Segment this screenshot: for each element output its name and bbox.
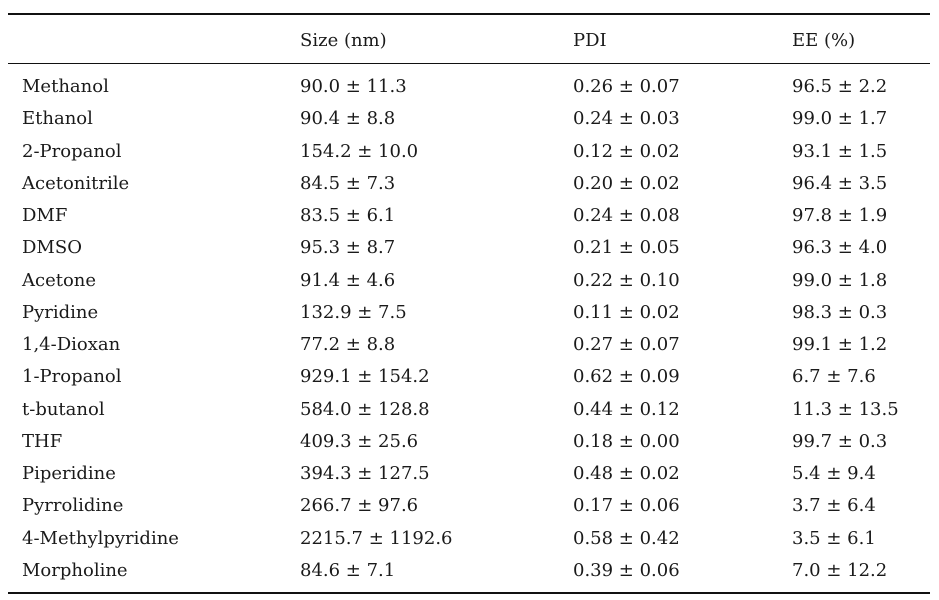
header-cell-size: Size (nm) [300,30,387,51]
size-cell: 394.3 ± 127.5 [300,463,430,484]
ee-cell: 99.7 ± 0.3 [792,430,888,452]
ee-cell: 97.8 ± 1.9 [792,205,888,226]
solvent-cell: Acetone [22,269,97,291]
ee-cell: 5.4 ± 9.4 [792,463,876,484]
size-cell: 90.0 ± 11.3 [300,76,407,97]
pdi-cell: 0.26 ± 0.07 [573,76,680,97]
size-cell: 929.1 ± 154.2 [300,366,430,388]
pdi-cell: 0.18 ± 0.00 [573,430,680,452]
table-row: Pyrrolidine 266.7 ± 97.6 0.17 ± 0.06 3.7 ± … [0,490,939,522]
ee-cell: 93.1 ± 1.5 [792,140,888,162]
solvent-cell: t-butanol [22,398,105,420]
solvent-cell: Ethanol [22,108,93,130]
table-row: DMF 83.5 ± 6.1 0.24 ± 0.08 97.8 ± 1.9 [0,200,939,232]
size-cell: 84.6 ± 7.1 [300,559,396,581]
pdi-cell: 0.24 ± 0.08 [573,205,680,226]
pdi-cell: 0.44 ± 0.12 [573,398,680,420]
size-cell: 266.7 ± 97.6 [300,495,419,517]
size-cell: 90.4 ± 8.8 [300,108,396,130]
solvent-cell: DMSO [22,237,82,259]
size-cell: 91.4 ± 4.6 [300,269,396,291]
size-cell: 83.5 ± 6.1 [300,205,396,226]
solvent-cell: 1-Propanol [22,366,122,388]
solvent-cell: 4-Methylpyridine [22,527,179,549]
solvent-cell: Acetonitrile [22,172,130,194]
table-row: 1,4-Dioxan 77.2 ± 8.8 0.27 ± 0.07 99.1 ± 1.… [0,329,939,361]
size-cell: 584.0 ± 128.8 [300,398,430,420]
solvent-cell: 1,4-Dioxan [22,334,121,355]
solvent-cell: THF [22,430,63,452]
table-body: Methanol 90.0 ± 11.3 0.26 ± 0.07 96.5 ± 2.2… [0,71,939,587]
ee-cell: 11.3 ± 13.5 [792,398,899,420]
pdi-cell: 0.58 ± 0.42 [573,527,680,549]
ee-cell: 7.0 ± 12.2 [792,559,888,581]
header-cell-pdi: PDI [573,30,607,51]
size-cell: 77.2 ± 8.8 [300,334,396,355]
pdi-cell: 0.12 ± 0.02 [573,140,680,162]
table-row: 1-Propanol 929.1 ± 154.2 0.62 ± 0.09 6.7 ± … [0,361,939,393]
table-row: 2-Propanol 154.2 ± 10.0 0.12 ± 0.02 93.1 ± … [0,136,939,168]
pdi-cell: 0.21 ± 0.05 [573,237,680,259]
table-row: THF 409.3 ± 25.6 0.18 ± 0.00 99.7 ± 0.3 [0,426,939,458]
table-row: Acetonitrile 84.5 ± 7.3 0.20 ± 0.02 96.4 ± … [0,168,939,200]
header-cell-ee: EE (%) [792,30,856,51]
pdi-cell: 0.27 ± 0.07 [573,334,680,355]
ee-cell: 3.7 ± 6.4 [792,495,876,517]
table-top-rule [8,13,930,15]
pdi-cell: 0.17 ± 0.06 [573,495,680,517]
ee-cell: 96.4 ± 3.5 [792,172,888,194]
table-row: Pyridine 132.9 ± 7.5 0.11 ± 0.02 98.3 ± 0.3 [0,297,939,329]
size-cell: 2215.7 ± 1192.6 [300,527,453,549]
table-header-row: Size (nm) PDI EE (%) [0,13,939,63]
table-row: Acetone 91.4 ± 4.6 0.22 ± 0.10 99.0 ± 1.8 [0,265,939,297]
ee-cell: 96.5 ± 2.2 [792,76,888,97]
size-cell: 95.3 ± 8.7 [300,237,396,259]
ee-cell: 96.3 ± 4.0 [792,237,888,259]
table-header-rule [8,63,930,65]
pdi-cell: 0.39 ± 0.06 [573,559,680,581]
table-row: DMSO 95.3 ± 8.7 0.21 ± 0.05 96.3 ± 4.0 [0,232,939,264]
solvent-cell: Pyrrolidine [22,495,124,517]
pdi-cell: 0.20 ± 0.02 [573,172,680,194]
solvent-cell: 2-Propanol [22,140,122,162]
table-row: Morpholine 84.6 ± 7.1 0.39 ± 0.06 7.0 ± 12.… [0,555,939,587]
table-row: Piperidine 394.3 ± 127.5 0.48 ± 0.02 5.4 ± … [0,458,939,490]
table-row: 4-Methylpyridine 2215.7 ± 1192.6 0.58 ± 0.… [0,523,939,555]
solvent-cell: DMF [22,205,68,226]
size-cell: 409.3 ± 25.6 [300,430,419,452]
table-row: t-butanol 584.0 ± 128.8 0.44 ± 0.12 11.3 ± … [0,394,939,426]
pdi-cell: 0.48 ± 0.02 [573,463,680,484]
pdi-cell: 0.62 ± 0.09 [573,366,680,388]
ee-cell: 6.7 ± 7.6 [792,366,876,388]
pdi-cell: 0.24 ± 0.03 [573,108,680,130]
table-row: Methanol 90.0 ± 11.3 0.26 ± 0.07 96.5 ± 2.2 [0,71,939,103]
table-bottom-rule [8,592,930,594]
solvent-cell: Methanol [22,76,109,97]
ee-cell: 99.1 ± 1.2 [792,334,888,355]
solvent-cell: Piperidine [22,463,116,484]
pdi-cell: 0.11 ± 0.02 [573,301,680,323]
ee-cell: 3.5 ± 6.1 [792,527,876,549]
size-cell: 154.2 ± 10.0 [300,140,419,162]
ee-cell: 98.3 ± 0.3 [792,301,888,323]
solvent-cell: Morpholine [22,559,128,581]
ee-cell: 99.0 ± 1.8 [792,269,888,291]
pdi-cell: 0.22 ± 0.10 [573,269,680,291]
solvent-cell: Pyridine [22,301,99,323]
size-cell: 84.5 ± 7.3 [300,172,396,194]
table-row: Ethanol 90.4 ± 8.8 0.24 ± 0.03 99.0 ± 1.7 [0,103,939,135]
size-cell: 132.9 ± 7.5 [300,301,407,323]
ee-cell: 99.0 ± 1.7 [792,108,888,130]
